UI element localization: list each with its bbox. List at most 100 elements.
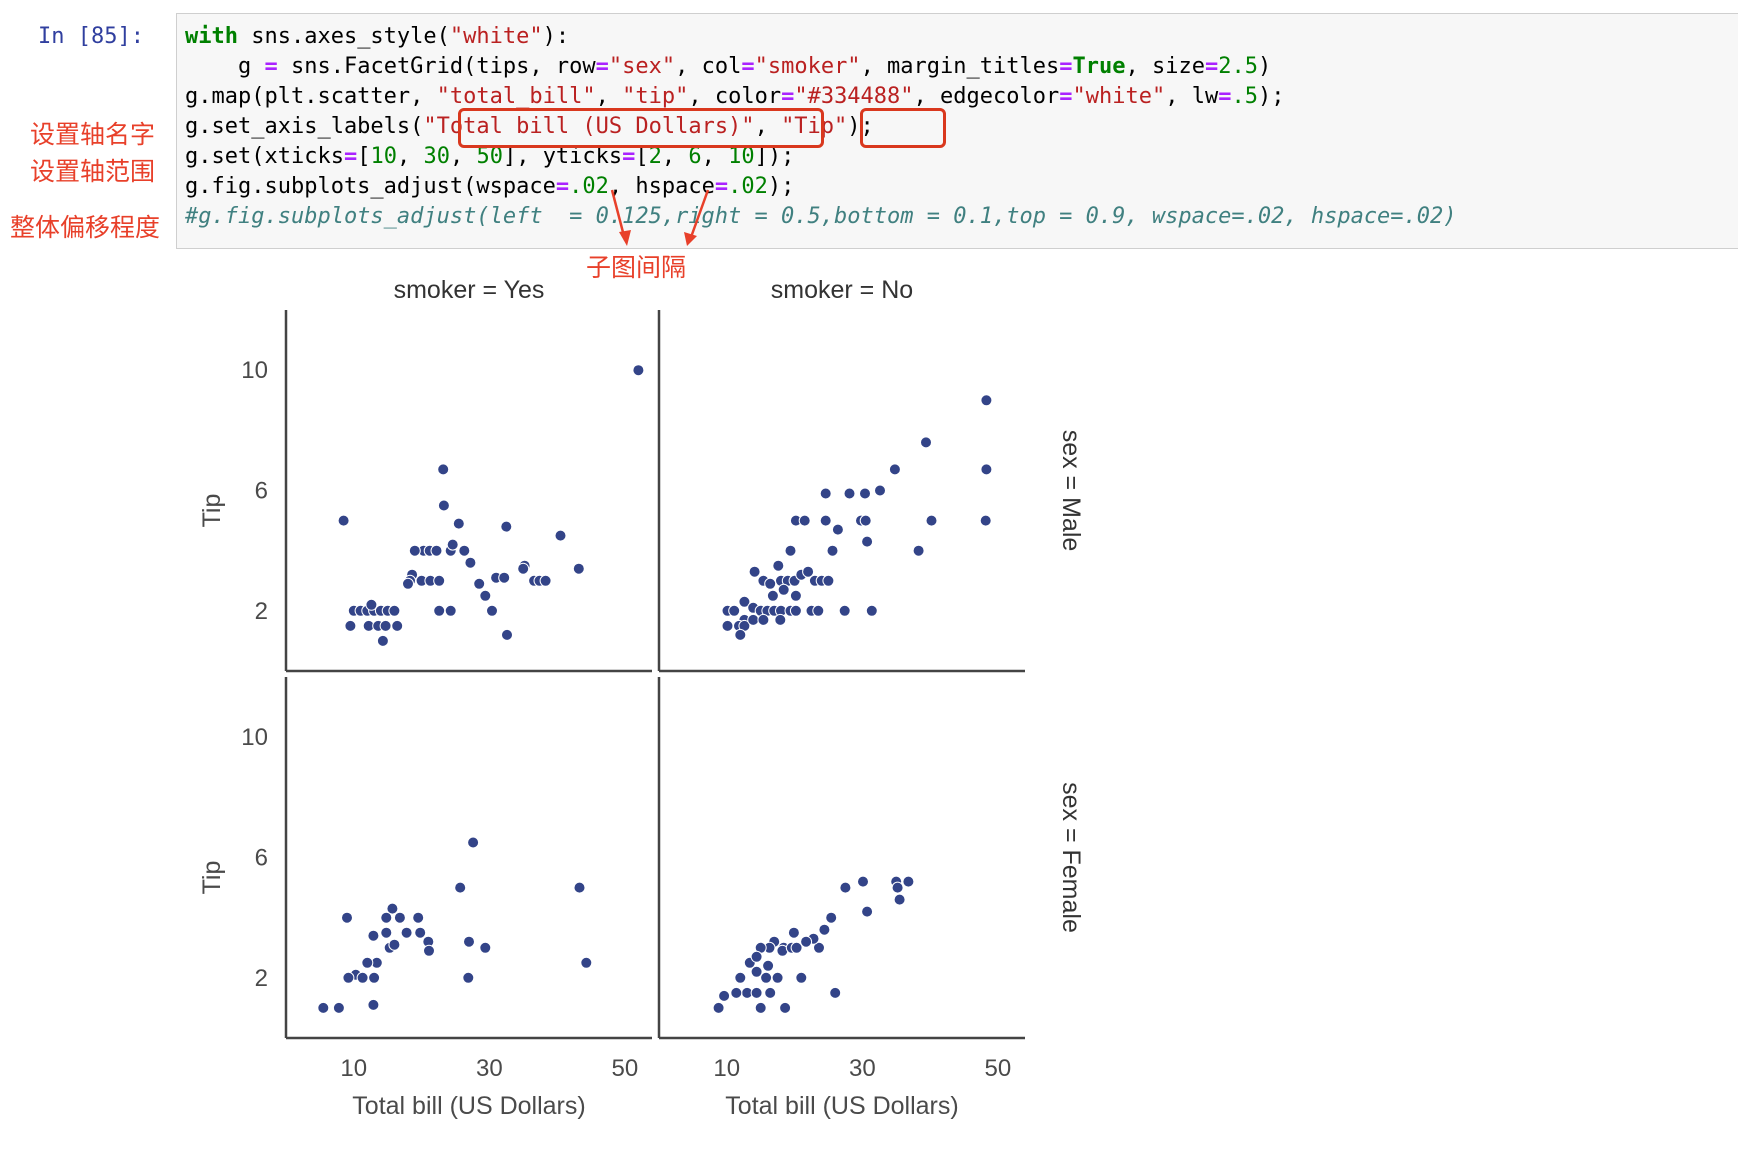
x-tick-label: 30 xyxy=(476,1055,503,1082)
x-axis-label: Total bill (US Dollars) xyxy=(352,1092,585,1120)
annotation-axis-names: 设置轴名字 xyxy=(30,120,156,149)
scatter-point xyxy=(764,986,777,999)
scatter-point xyxy=(337,514,350,527)
scatter-point xyxy=(341,911,353,924)
scatter-point xyxy=(446,538,459,551)
scatter-point xyxy=(777,583,790,596)
code-line: g.set(xticks=[10, 30, 50], yticks=[2, 6,… xyxy=(185,144,795,169)
scatter-point xyxy=(433,574,446,587)
scatter-point xyxy=(454,881,467,894)
scatter-point xyxy=(361,956,374,969)
scatter-point xyxy=(486,604,498,617)
code-line: g.map(plt.scatter, "total_bill", "tip", … xyxy=(185,84,1285,109)
scatter-point xyxy=(573,881,586,894)
scatter-point xyxy=(501,628,513,641)
scatter-point xyxy=(800,935,813,948)
code-cell[interactable]: with sns.axes_style("white"): g = sns.Fa… xyxy=(176,13,1738,249)
scatter-point xyxy=(498,571,511,584)
scatter-point xyxy=(893,893,906,906)
scatter-point xyxy=(766,589,779,602)
scatter-point xyxy=(444,604,457,617)
scatter-point xyxy=(831,523,844,536)
scatter-point xyxy=(859,514,872,527)
scatter-point xyxy=(437,463,450,476)
x-tick-label: 10 xyxy=(713,1055,740,1082)
scatter-point xyxy=(539,574,552,587)
code-line: g.set_axis_labels("Total bill (US Dollar… xyxy=(185,114,874,139)
scatter-point xyxy=(779,1001,792,1014)
spacing-arrow-1-head xyxy=(619,230,631,246)
scatter-point xyxy=(344,619,357,632)
scatter-point xyxy=(517,562,530,575)
row-title: sex = Male xyxy=(1057,430,1085,552)
x-tick-label: 30 xyxy=(849,1055,876,1082)
scatter-point xyxy=(467,836,480,849)
scatter-point xyxy=(380,926,393,939)
scatter-point xyxy=(718,989,731,1002)
scatter-point xyxy=(861,905,874,918)
code-line: with sns.axes_style("white"): xyxy=(185,24,570,49)
x-tick-label: 10 xyxy=(340,1055,367,1082)
scatter-point xyxy=(391,619,404,632)
scatter-point xyxy=(452,517,465,530)
scatter-point xyxy=(838,604,851,617)
scatter-point xyxy=(764,577,777,590)
scatter-point xyxy=(408,544,421,557)
scatter-point xyxy=(818,923,831,936)
spacing-arrow-2 xyxy=(688,189,710,241)
tip-label-highlight-box xyxy=(860,108,946,148)
scatter-point xyxy=(479,589,492,602)
scatter-point xyxy=(554,529,567,542)
scatter-point xyxy=(728,604,741,617)
scatter-point xyxy=(861,535,874,548)
scatter-point xyxy=(332,1001,345,1014)
scatter-point xyxy=(738,595,751,608)
scatter-point xyxy=(912,544,925,557)
scatter-point xyxy=(412,911,425,924)
spacing-arrow-2-head xyxy=(684,232,697,246)
scatter-point xyxy=(839,881,852,894)
scatter-point xyxy=(402,577,414,590)
scatter-point xyxy=(787,926,800,939)
scatter-point xyxy=(430,544,443,557)
scatter-point xyxy=(762,959,775,972)
y-tick-label: 2 xyxy=(255,965,268,992)
scatter-point xyxy=(317,1001,330,1014)
scatter-point xyxy=(874,484,886,497)
scatter-point xyxy=(463,935,475,948)
scatter-point xyxy=(822,574,835,587)
scatter-point xyxy=(902,875,915,888)
scatter-point xyxy=(479,941,492,954)
scatter-point xyxy=(888,463,901,476)
scatter-point xyxy=(750,965,763,978)
scatter-point xyxy=(812,604,825,617)
scatter-point xyxy=(423,944,435,957)
scatter-point xyxy=(826,544,839,557)
scatter-point xyxy=(772,559,785,572)
scatter-point xyxy=(379,619,392,632)
scatter-point xyxy=(367,929,380,942)
scatter-point xyxy=(393,911,406,924)
scatter-point xyxy=(789,589,802,602)
scatter-point xyxy=(433,604,446,617)
y-axis-label: Tip xyxy=(198,861,226,895)
scatter-point xyxy=(458,544,471,557)
scatter-point xyxy=(857,875,869,888)
annotation-subplot-spacing: 子图间隔 xyxy=(586,253,687,282)
x-tick-label: 50 xyxy=(612,1055,639,1082)
scatter-point xyxy=(388,938,401,951)
scatter-point xyxy=(356,971,369,984)
scatter-point xyxy=(414,926,427,939)
scatter-point xyxy=(891,881,904,894)
scatter-point xyxy=(380,911,393,924)
scatter-point xyxy=(825,911,838,924)
scatter-point xyxy=(789,604,802,617)
scatter-point xyxy=(376,634,389,647)
code-line: g.fig.subplots_adjust(wspace=.02, hspace… xyxy=(185,174,795,199)
y-axis-label: Tip xyxy=(198,494,226,528)
scatter-point xyxy=(819,514,832,527)
scatter-point xyxy=(473,577,486,590)
scatter-point xyxy=(760,971,773,984)
scatter-point xyxy=(802,565,815,578)
